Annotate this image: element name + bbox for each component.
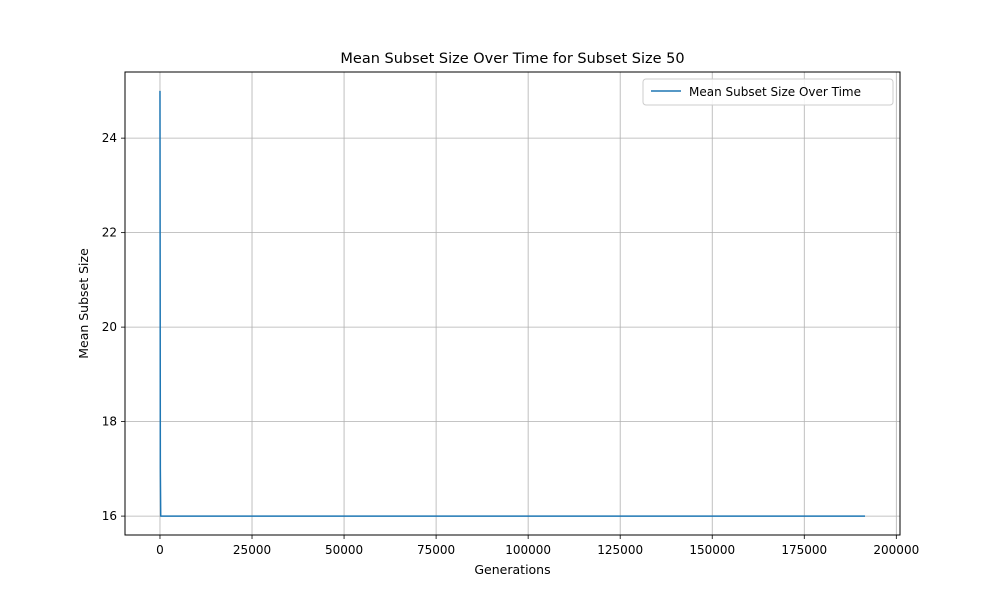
plot-frame (124, 71, 901, 536)
x-tick-label: 25000 (233, 543, 271, 557)
x-tick-label: 75000 (417, 543, 455, 557)
x-tick-label: 150000 (689, 543, 735, 557)
x-tick-label: 125000 (597, 543, 643, 557)
y-tick-label: 20 (102, 320, 117, 334)
axis-ticks: 0 25000 50000 75000 100000 125000 150000 175000… (102, 131, 920, 557)
legend-label: Mean Subset Size Over Time (689, 85, 861, 99)
x-tick-label: 175000 (781, 543, 827, 557)
y-tick-label: 22 (102, 226, 117, 240)
y-axis-label: Mean Subset Size (76, 248, 91, 359)
y-tick-label: 16 (102, 509, 117, 523)
series-layer (159, 90, 866, 517)
x-tick-label: 100000 (505, 543, 551, 557)
legend-box (642, 78, 894, 106)
x-axis-label: Generations (474, 562, 550, 577)
x-tick-label: 0 (156, 543, 164, 557)
y-tick-label: 18 (102, 415, 117, 429)
legend: Mean Subset Size Over Time (642, 78, 894, 106)
series-line-0 (159, 90, 866, 517)
y-tick-label: 24 (102, 131, 117, 145)
chart-title: Mean Subset Size Over Time for Subset Si… (340, 51, 684, 67)
x-tick-label: 200000 (873, 543, 919, 557)
x-tick-label: 50000 (325, 543, 363, 557)
